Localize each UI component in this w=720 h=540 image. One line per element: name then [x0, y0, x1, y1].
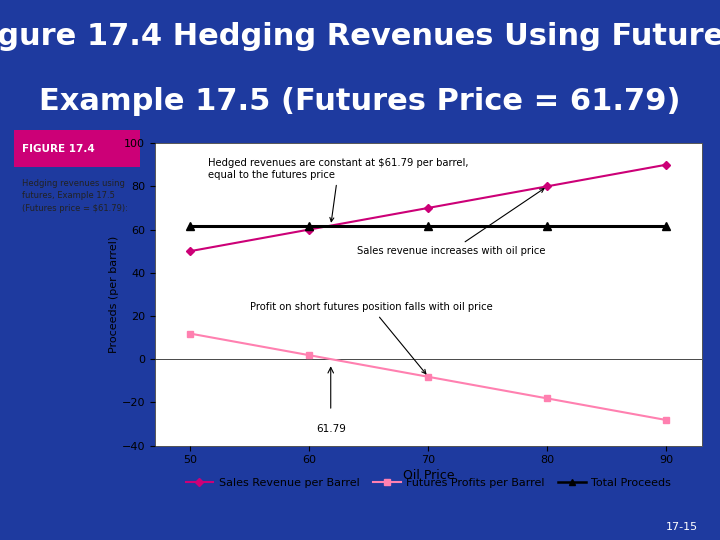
Total Proceeds [662, 222, 670, 229]
Sales Revenue per Barrel [662, 161, 670, 168]
Futures Profits per Barrel [305, 352, 314, 359]
Y-axis label: Proceeds (per barrel): Proceeds (per barrel) [109, 235, 119, 353]
Text: Sales revenue increases with oil price: Sales revenue increases with oil price [357, 188, 546, 256]
X-axis label: Oil Price: Oil Price [402, 469, 454, 482]
Text: Hedged revenues are constant at $61.79 per barrel,
equal to the futures price: Hedged revenues are constant at $61.79 p… [208, 158, 469, 221]
Text: 17-15: 17-15 [666, 522, 698, 532]
Text: Hedging revenues using
futures, Example 17.5
(Futures price = $61.79):: Hedging revenues using futures, Example … [22, 179, 128, 213]
Sales Revenue per Barrel [305, 226, 314, 233]
Text: FIGURE 17.4: FIGURE 17.4 [22, 144, 95, 153]
Sales Revenue per Barrel [186, 248, 195, 254]
Total Proceeds [543, 222, 552, 229]
Sales Revenue per Barrel [543, 183, 552, 190]
Futures Profits per Barrel [543, 395, 552, 402]
Bar [14, 130, 140, 167]
Text: Example 17.5 (Futures Price = 61.79): Example 17.5 (Futures Price = 61.79) [40, 86, 680, 116]
Legend: Sales Revenue per Barrel, Futures Profits per Barrel, Total Proceeds: Sales Revenue per Barrel, Futures Profit… [181, 474, 676, 492]
Line: Futures Profits per Barrel: Futures Profits per Barrel [187, 330, 670, 423]
Text: Figure 17.4 Hedging Revenues Using Futures,: Figure 17.4 Hedging Revenues Using Futur… [0, 22, 720, 51]
Line: Total Proceeds: Total Proceeds [186, 221, 670, 230]
Line: Sales Revenue per Barrel: Sales Revenue per Barrel [187, 161, 670, 254]
Futures Profits per Barrel [424, 374, 433, 380]
Text: Profit on short futures position falls with oil price: Profit on short futures position falls w… [250, 302, 492, 374]
Text: 61.79: 61.79 [316, 424, 346, 434]
Futures Profits per Barrel [662, 417, 670, 423]
Futures Profits per Barrel [186, 330, 195, 337]
Total Proceeds [424, 222, 433, 229]
Total Proceeds [305, 222, 314, 229]
Total Proceeds [186, 222, 195, 229]
Sales Revenue per Barrel [424, 205, 433, 211]
